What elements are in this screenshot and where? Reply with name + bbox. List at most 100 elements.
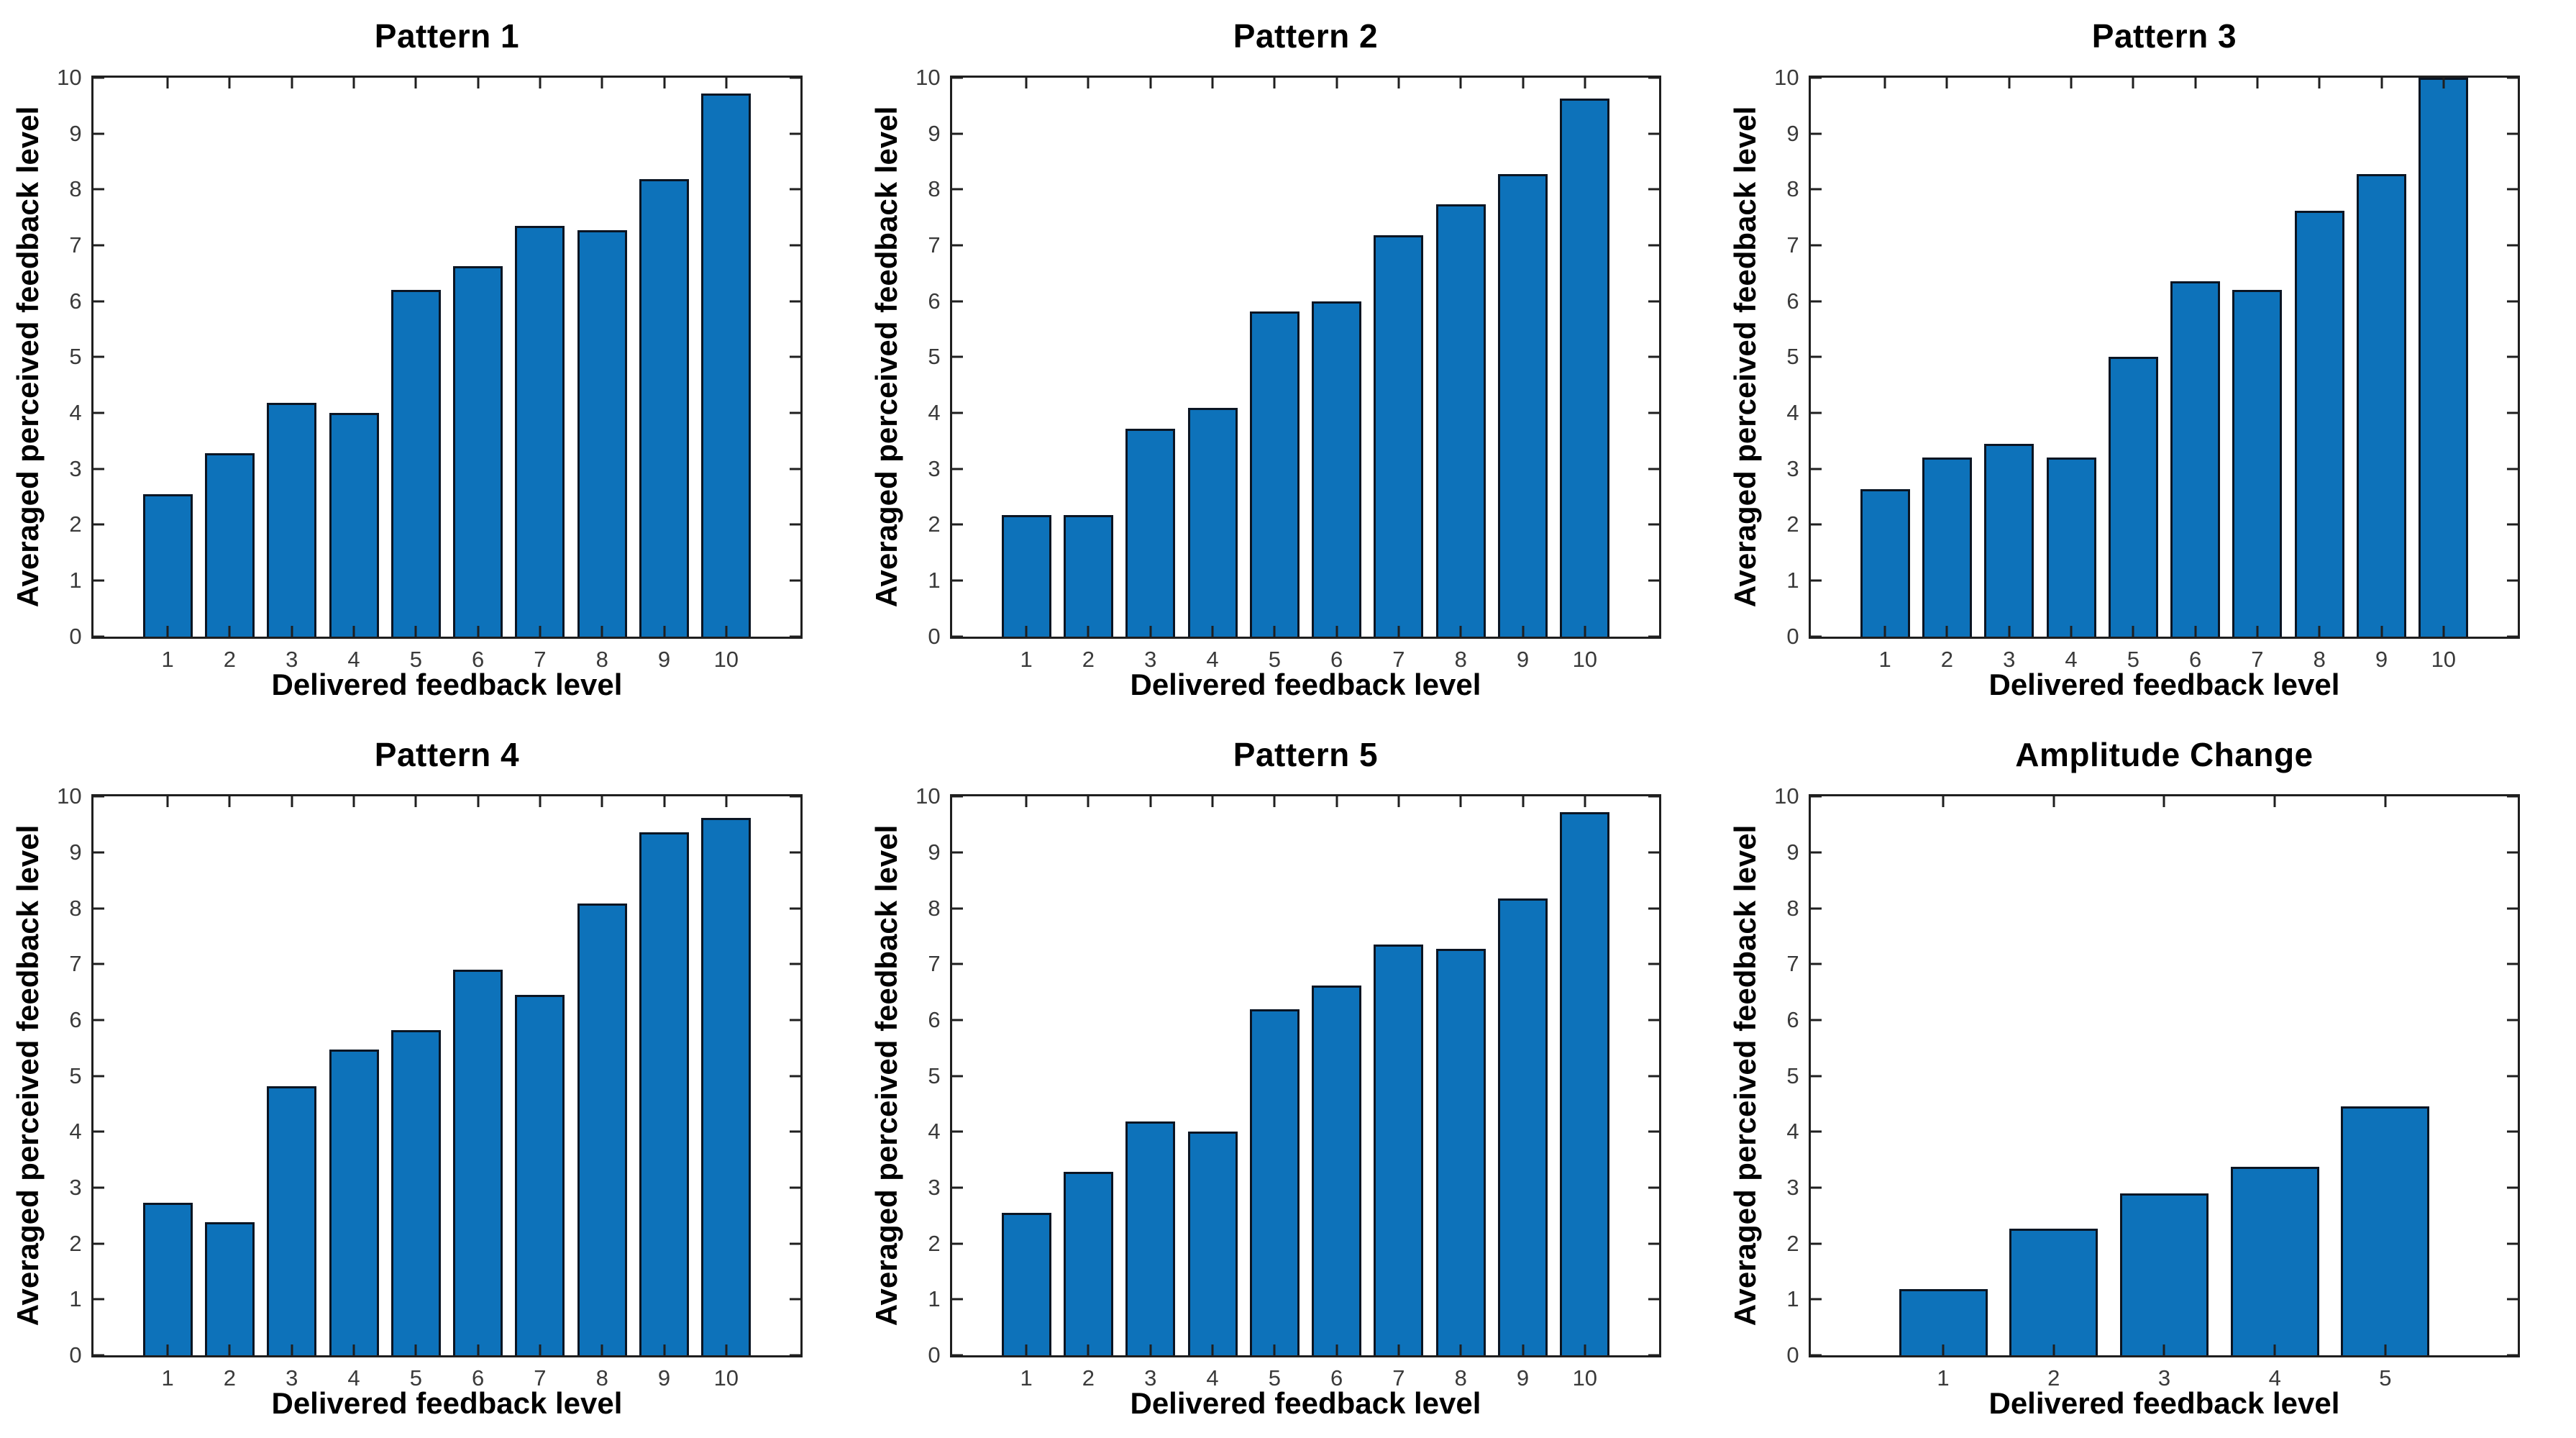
x-axis-label: Delivered feedback level [271, 1386, 623, 1421]
bar-3 [1984, 443, 2034, 637]
y-tick-mark [1648, 1075, 1660, 1078]
y-tick-label: 3 [69, 1175, 82, 1201]
x-tick-mark [1459, 625, 1462, 637]
x-tick-label: 8 [595, 1365, 608, 1391]
x-tick-label: 5 [1268, 1365, 1281, 1391]
y-tick-mark [1810, 244, 1822, 247]
x-tick-label: 3 [1144, 646, 1157, 672]
y-tick-mark [2507, 523, 2518, 526]
x-tick-label: 1 [1020, 1365, 1033, 1391]
bar-7 [2232, 290, 2283, 637]
y-tick-mark [1648, 1242, 1660, 1245]
x-tick-mark [2052, 796, 2055, 808]
y-tick-label: 6 [928, 1007, 941, 1033]
x-tick-mark [725, 1344, 728, 1356]
x-tick-mark [600, 625, 603, 637]
y-tick-label: 3 [69, 455, 82, 481]
x-tick-label: 1 [161, 646, 174, 672]
x-tick-mark [2194, 77, 2197, 88]
x-tick-mark [725, 625, 728, 637]
y-tick-label: 10 [1774, 64, 1799, 90]
y-tick-label: 10 [57, 783, 82, 809]
y-tick-mark [93, 579, 104, 582]
y-tick-mark [2507, 244, 2518, 247]
y-tick-mark [93, 1354, 104, 1357]
y-tick-label: 8 [69, 895, 82, 921]
bar-8 [577, 229, 627, 637]
x-tick-label: 4 [1206, 646, 1219, 672]
y-tick-mark [951, 1075, 963, 1078]
y-tick-mark [93, 411, 104, 414]
bar-10 [701, 93, 752, 637]
bar-6 [453, 266, 503, 637]
y-tick-mark [2507, 907, 2518, 910]
bar-10 [1560, 99, 1610, 637]
y-tick-mark [93, 907, 104, 910]
x-tick-label: 8 [1454, 1365, 1467, 1391]
y-tick-label: 2 [928, 511, 941, 537]
y-tick-mark [2507, 1242, 2518, 1245]
chart-title: Pattern 4 [374, 736, 520, 774]
y-tick-mark [93, 300, 104, 303]
x-tick-label: 10 [1572, 1365, 1598, 1391]
y-tick-mark [1810, 411, 1822, 414]
x-tick-label: 2 [1082, 646, 1095, 672]
x-tick-mark [1149, 77, 1152, 88]
x-tick-label: 9 [657, 1365, 671, 1391]
x-tick-mark [1883, 77, 1886, 88]
x-tick-mark [600, 1344, 603, 1356]
x-tick-label: 1 [1937, 1365, 1950, 1391]
subplot-pattern-4: Pattern 4 Averaged perceived feedback le… [0, 719, 859, 1438]
y-tick-label: 4 [69, 1119, 82, 1145]
y-tick-mark [1810, 300, 1822, 303]
y-tick-mark [951, 1186, 963, 1189]
y-tick-mark [1810, 795, 1822, 798]
y-tick-label: 9 [1786, 120, 1799, 146]
x-tick-mark [1087, 796, 1090, 808]
y-tick-mark [93, 1298, 104, 1301]
x-tick-mark [1945, 625, 1948, 637]
y-tick-label: 2 [69, 511, 82, 537]
x-tick-label: 1 [1878, 646, 1891, 672]
y-tick-mark [1648, 188, 1660, 191]
x-tick-label: 8 [1454, 646, 1467, 672]
x-tick-mark [1087, 77, 1090, 88]
x-tick-mark [2162, 796, 2165, 808]
x-tick-mark [1273, 796, 1276, 808]
x-tick-mark [2132, 77, 2134, 88]
y-tick-label: 8 [928, 895, 941, 921]
y-tick-mark [790, 963, 801, 965]
y-tick-mark [790, 1075, 801, 1078]
y-tick-label: 5 [69, 344, 82, 370]
x-tick-mark [1335, 796, 1338, 808]
y-tick-label: 9 [928, 120, 941, 146]
x-tick-mark [1025, 625, 1028, 637]
bar-2 [204, 1222, 255, 1356]
y-tick-label: 7 [928, 232, 941, 258]
y-tick-mark [2507, 635, 2518, 638]
x-tick-label: 4 [347, 646, 360, 672]
bar-5 [2108, 357, 2158, 637]
bar-6 [1312, 301, 1362, 637]
y-tick-mark [93, 1130, 104, 1133]
y-tick-mark [93, 76, 104, 79]
bar-9 [1497, 174, 1548, 637]
y-tick-mark [951, 468, 963, 470]
y-tick-mark [2507, 1298, 2518, 1301]
x-tick-mark [166, 1344, 169, 1356]
bar-8 [1435, 204, 1486, 637]
x-tick-label: 2 [223, 1365, 237, 1391]
x-tick-label: 8 [595, 646, 608, 672]
bar-4 [2230, 1167, 2319, 1356]
y-tick-mark [1810, 355, 1822, 358]
bar-4 [329, 1050, 379, 1356]
y-tick-mark [951, 355, 963, 358]
y-tick-mark [1648, 1298, 1660, 1301]
y-tick-mark [2507, 355, 2518, 358]
x-tick-mark [1945, 77, 1948, 88]
y-tick-mark [1810, 1075, 1822, 1078]
y-tick-mark [790, 1298, 801, 1301]
x-tick-mark [1459, 1344, 1462, 1356]
x-tick-mark [228, 625, 231, 637]
y-tick-mark [790, 907, 801, 910]
